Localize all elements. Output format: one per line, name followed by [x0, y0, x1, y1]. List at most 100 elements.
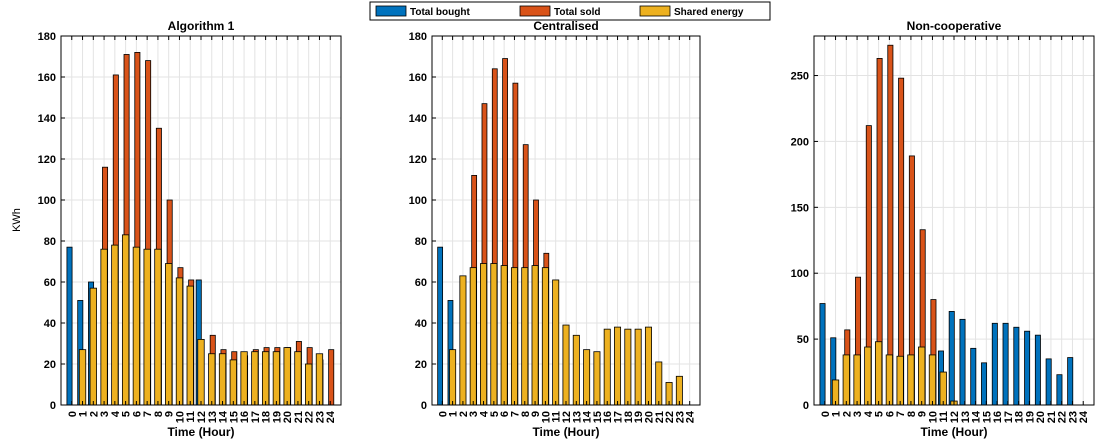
- y-tick-label: 0: [50, 400, 56, 412]
- x-axis-label: Time (Hour): [532, 425, 599, 439]
- x-tick-label: 22: [664, 411, 676, 423]
- x-tick-label: 21: [293, 411, 305, 423]
- x-tick-label: 15: [228, 411, 240, 423]
- bar-shared-energy-11: [939, 371, 947, 406]
- y-tick-label: 150: [791, 202, 809, 214]
- x-tick-label: 0: [67, 411, 79, 417]
- bar-shared-energy-1: [449, 349, 457, 406]
- x-tick-label: 10: [174, 411, 186, 423]
- x-tick-label: 12: [196, 411, 208, 423]
- bar-shared-energy-8: [521, 267, 529, 406]
- x-tick-label: 4: [479, 410, 491, 417]
- x-tick-label: 3: [468, 411, 480, 417]
- bar-shared-energy-14: [218, 353, 227, 406]
- x-tick-label: 14: [971, 410, 983, 423]
- x-axis-label: Time (Hour): [920, 425, 987, 439]
- bar-shared-energy-13: [572, 334, 580, 406]
- x-tick-label: 6: [131, 411, 143, 417]
- bar-shared-energy-21: [655, 361, 663, 406]
- x-tick-label: 4: [110, 410, 122, 417]
- x-tick-label: 12: [949, 411, 961, 423]
- bar-shared-energy-10: [928, 354, 937, 406]
- bar-total-bought-20: [1034, 334, 1041, 406]
- x-tick-label: 15: [592, 411, 604, 423]
- bar-shared-energy-12: [562, 324, 570, 406]
- chart-panel-non-cooperative: Non-cooperative Time (Hour) 050100150200…: [791, 19, 1095, 439]
- x-tick-label: 5: [121, 411, 133, 417]
- x-tick-label: 13: [207, 411, 219, 423]
- y-tick-label: 20: [44, 359, 56, 371]
- x-tick-label: 0: [820, 411, 832, 417]
- legend-label-total-sold: Total sold: [554, 7, 600, 18]
- bar-total-bought-17: [1002, 322, 1009, 406]
- legend-swatch-total-bought: [375, 5, 407, 17]
- bar-shared-energy-16: [240, 351, 248, 406]
- bar-shared-energy-1: [78, 349, 87, 406]
- bar-shared-energy-10: [175, 277, 184, 406]
- x-tick-label: 20: [1035, 411, 1047, 423]
- x-tick-label: 3: [852, 411, 864, 417]
- y-tick-label: 120: [409, 154, 427, 166]
- y-tick-label: 100: [409, 195, 427, 207]
- chart-title: Non-cooperative: [907, 19, 1002, 33]
- bar-shared-energy-14: [583, 349, 591, 406]
- bar-shared-energy-18: [624, 328, 632, 406]
- bar-total-bought-21: [1045, 358, 1052, 406]
- x-tick-label: 9: [917, 411, 929, 417]
- bar-shared-energy-7: [510, 267, 518, 406]
- x-tick-label: 24: [685, 410, 697, 423]
- bar-total-bought-13: [959, 318, 966, 406]
- bar-shared-energy-23: [675, 375, 683, 406]
- bar-total-sold-24: [328, 349, 335, 406]
- legend-swatch-total-sold: [519, 5, 551, 17]
- y-tick-label: 80: [44, 236, 56, 248]
- x-tick-label: 16: [602, 411, 614, 423]
- y-tick-label: 140: [38, 113, 56, 125]
- bar-total-bought-16: [991, 322, 998, 406]
- x-tick-label: 1: [78, 411, 90, 417]
- bar-shared-energy-6: [132, 246, 141, 406]
- x-tick-label: 17: [613, 411, 625, 423]
- x-tick-label: 12: [561, 411, 573, 423]
- bar-total-bought-18: [1013, 326, 1020, 406]
- x-tick-label: 3: [99, 411, 111, 417]
- bar-shared-energy-6: [500, 265, 508, 406]
- x-tick-label: 2: [841, 411, 853, 417]
- x-tick-label: 1: [448, 411, 460, 417]
- bar-shared-energy-3: [853, 354, 861, 406]
- bar-total-bought-0: [437, 246, 444, 406]
- y-tick-label: 140: [409, 113, 427, 125]
- chart-title: Centralised: [533, 19, 598, 33]
- bar-shared-energy-10: [541, 267, 549, 406]
- y-tick-label: 100: [791, 268, 809, 280]
- bar-shared-energy-21: [294, 351, 302, 406]
- bar-shared-energy-11: [552, 279, 560, 406]
- y-tick-label: 250: [791, 71, 809, 83]
- x-tick-label: 10: [927, 411, 939, 423]
- chart-title: Algorithm 1: [168, 19, 235, 33]
- legend: Total bought Total sold Shared energy: [369, 1, 771, 21]
- plot-area: 0204060801001201401601800123456789101112…: [38, 31, 342, 423]
- x-tick-label: 22: [304, 411, 316, 423]
- chart-panel-centralised: Centralised Time (Hour) 0204060801001201…: [409, 19, 701, 439]
- bar-shared-energy-5: [121, 234, 130, 406]
- x-tick-label: 6: [499, 411, 511, 417]
- bar-shared-energy-7: [143, 248, 151, 406]
- bar-shared-energy-12: [197, 338, 205, 406]
- x-tick-label: 23: [314, 411, 326, 423]
- y-tick-label: 100: [38, 195, 56, 207]
- bar-shared-energy-4: [111, 244, 119, 406]
- x-tick-label: 14: [582, 410, 594, 423]
- bar-shared-energy-9: [165, 263, 173, 406]
- x-tick-label: 24: [1078, 410, 1090, 423]
- x-tick-label: 21: [1046, 411, 1058, 423]
- bar-shared-energy-9: [531, 265, 539, 406]
- y-tick-label: 60: [44, 277, 56, 289]
- y-tick-label: 50: [797, 334, 809, 346]
- bar-shared-energy-19: [634, 328, 642, 406]
- x-tick-label: 10: [540, 411, 552, 423]
- chart-panel-algorithm-1: Algorithm 1 Time (Hour) KWh 020406080100…: [11, 19, 342, 439]
- x-tick-label: 16: [239, 411, 251, 423]
- bar-shared-energy-6: [885, 354, 894, 406]
